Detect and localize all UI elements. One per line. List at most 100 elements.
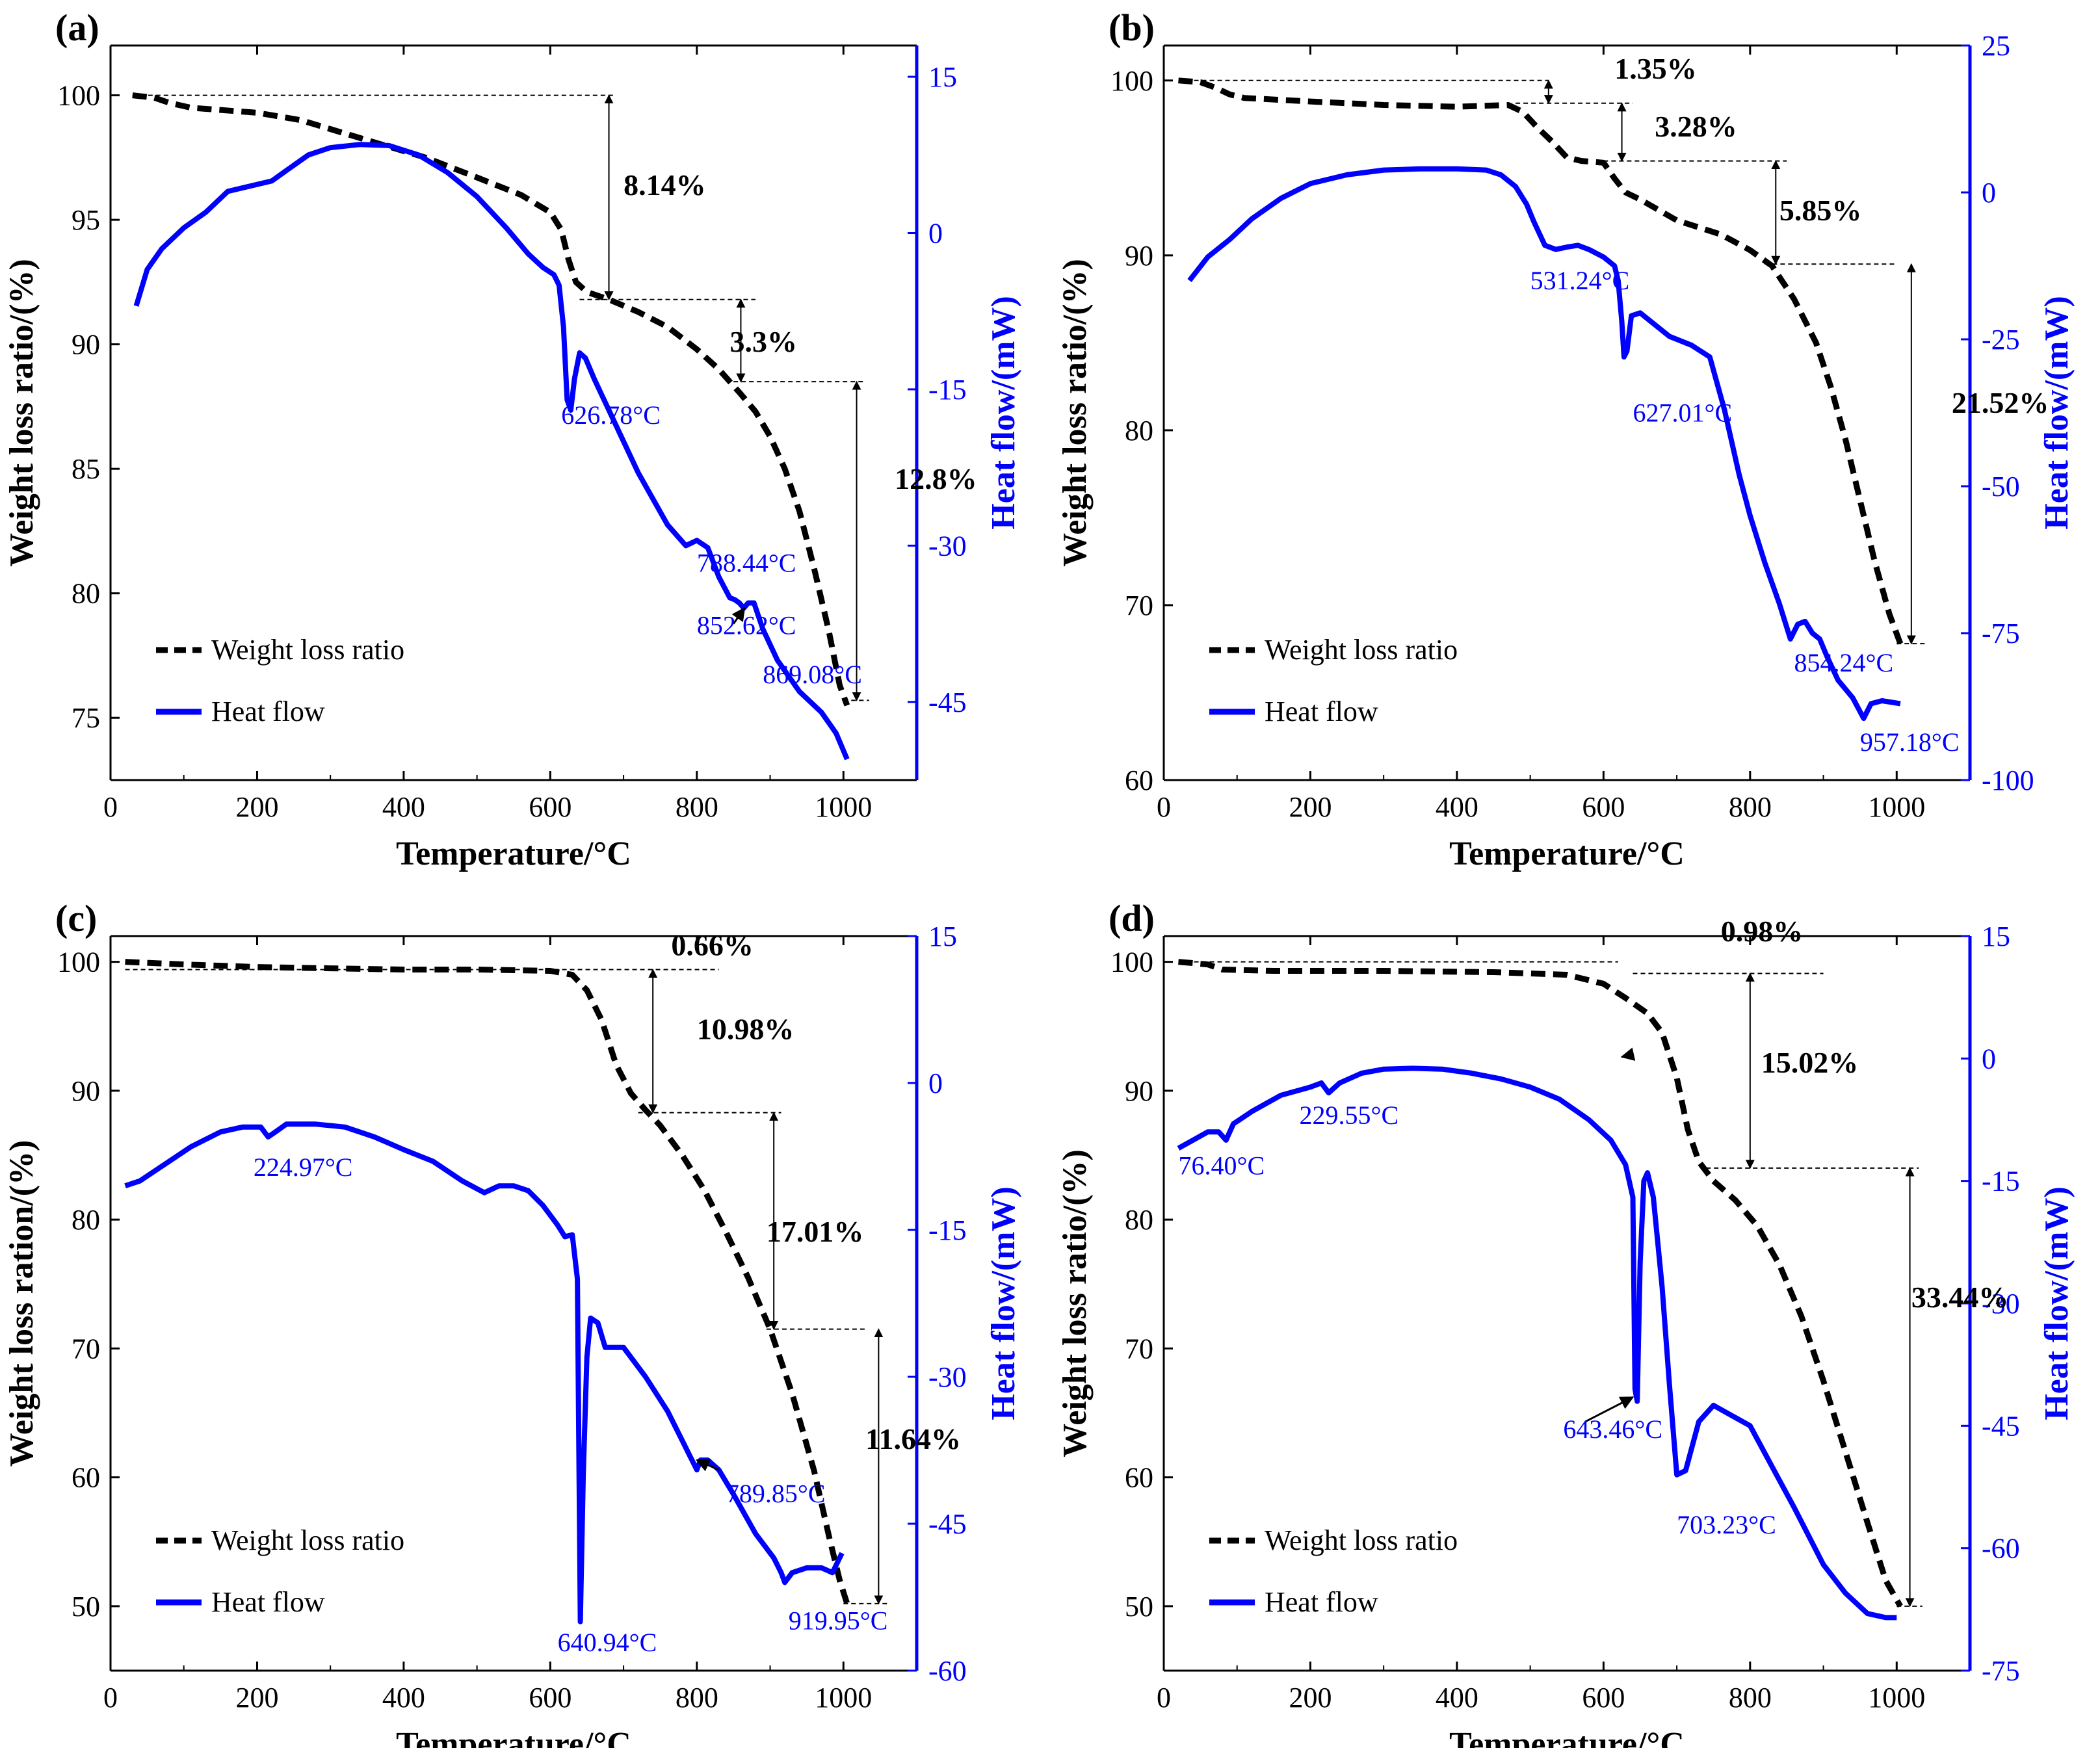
y-right-tick-label: 0 (928, 218, 943, 250)
panel-label: (d) (1109, 897, 1155, 939)
y-right-axis-title: Heat flow/(mW) (2038, 296, 2075, 530)
weight-loss-line (1178, 77, 1904, 645)
x-tick-label: 0 (1157, 791, 1171, 823)
percentage-annotation: 0.98% (1721, 915, 1804, 948)
peak-temperature-label: 919.95°C (789, 1606, 888, 1636)
x-tick-label: 1000 (815, 1682, 872, 1714)
pointer-arrow (1620, 1047, 1636, 1061)
x-axis-title: Temperature/°C (1449, 1726, 1685, 1748)
x-tick-label: 800 (1729, 791, 1772, 823)
chart-panel-d: 0 200 400 600 800 1000 50 60 70 80 90 100 -75 -60 -45 -… (1057, 897, 2075, 1748)
peak-temperature-label: 531.24°C (1530, 266, 1630, 295)
panel-label: (a) (55, 7, 99, 49)
x-tick-label: 400 (382, 1682, 425, 1714)
x-tick-label: 200 (235, 791, 278, 823)
y-right-tick-label: 15 (1982, 920, 2010, 952)
y-left-tick-label: 90 (1125, 1075, 1153, 1107)
y-left-tick-label: 60 (1125, 764, 1153, 796)
legend-label-heat-flow: Heat flow (1265, 696, 1378, 727)
percentage-annotation: 3.3% (730, 325, 798, 358)
y-left-tick-label: 50 (72, 1591, 100, 1623)
y-left-tick-label: 80 (1125, 1204, 1153, 1236)
x-tick-label: 400 (1436, 791, 1478, 823)
y-left-tick-label: 70 (1125, 1333, 1153, 1364)
y-right-tick-label: -75 (1982, 1655, 2020, 1687)
x-tick-label: 200 (235, 1682, 278, 1714)
y-right-axis-title: Heat flow/(mW) (2038, 1186, 2075, 1420)
percentage-annotation: 1.35% (1614, 52, 1697, 85)
x-tick-label: 1000 (1868, 791, 1925, 823)
y-left-axis-title: Weight loss ratio/(%) (3, 259, 40, 567)
panel-label: (b) (1109, 7, 1155, 49)
x-tick-label: 800 (676, 791, 718, 823)
pointer-arrow (731, 607, 746, 625)
x-tick-label: 1000 (1868, 1682, 1925, 1714)
heat-flow-line (1187, 166, 1901, 722)
y-right-tick-label: 15 (928, 61, 957, 93)
peak-temperature-label: 869.08°C (763, 660, 862, 689)
peak-temperature-label: 224.97°C (254, 1153, 353, 1182)
y-left-tick-label: 80 (72, 1204, 100, 1236)
peak-temperature-label: 788.44°C (697, 548, 796, 577)
y-right-tick-label: -15 (1982, 1166, 2020, 1197)
x-tick-label: 0 (103, 791, 118, 823)
chart-panel-c: 0 200 400 600 800 1000 50 60 70 80 90 100 -60 -45 -30 -… (3, 897, 1022, 1748)
y-left-tick-label: 100 (1110, 946, 1153, 978)
percentage-annotation: 8.14% (623, 168, 705, 202)
y-left-tick-label: 95 (72, 204, 100, 236)
percentage-annotation: 11.64% (865, 1422, 961, 1455)
weight-loss-line (1178, 959, 1903, 1608)
y-right-tick-label: -30 (928, 1361, 967, 1393)
x-axis-title: Temperature/°C (396, 1726, 631, 1748)
y-left-tick-label: 90 (72, 329, 100, 361)
peak-temperature-label: 626.78°C (561, 400, 661, 430)
y-right-tick-label: -60 (1982, 1533, 2020, 1565)
peak-temperature-label: 957.18°C (1860, 727, 1960, 757)
peak-temperature-label: 229.55°C (1300, 1101, 1399, 1130)
y-left-tick-label: 100 (57, 80, 100, 112)
y-left-tick-label: 60 (1125, 1462, 1153, 1494)
y-left-axis-title: Weight loss ration/(%) (3, 1140, 40, 1467)
y-left-tick-label: 50 (1125, 1591, 1153, 1623)
y-left-tick-label: 100 (1110, 65, 1153, 97)
y-right-tick-label: -45 (928, 1508, 967, 1540)
x-tick-label: 1000 (815, 791, 872, 823)
weight-loss-line (132, 92, 850, 707)
y-left-tick-label: 60 (72, 1462, 100, 1494)
legend-label-weight-loss: Weight loss ratio (211, 634, 404, 666)
y-right-tick-label: -100 (1982, 764, 2034, 796)
y-left-tick-label: 80 (1125, 415, 1153, 447)
y-left-tick-label: 85 (72, 453, 100, 485)
peak-temperature-label: 789.85°C (726, 1479, 826, 1508)
pointer-arrow (695, 1459, 720, 1472)
y-left-axis-title: Weight loss ratio/(%) (1057, 259, 1094, 567)
y-right-tick-label: -25 (1982, 324, 2020, 356)
x-tick-label: 200 (1289, 791, 1332, 823)
pointer-arrow (1584, 1396, 1634, 1423)
x-tick-label: 400 (382, 791, 425, 823)
panel-label: (c) (55, 897, 97, 939)
chart-panel-a: 0 200 400 600 800 1000 75 80 85 90 95 100 -45 -30 -15 0… (3, 7, 1022, 872)
weight-loss-line (125, 959, 850, 1605)
y-right-tick-label: 15 (928, 920, 957, 952)
x-tick-label: 400 (1436, 1682, 1478, 1714)
x-tick-label: 600 (1582, 1682, 1625, 1714)
x-tick-label: 800 (676, 1682, 718, 1714)
legend-label-weight-loss: Weight loss ratio (1265, 634, 1458, 666)
y-left-tick-label: 70 (1125, 590, 1153, 621)
x-axis-title: Temperature/°C (1449, 835, 1685, 872)
y-right-tick-label: -30 (1982, 1288, 2020, 1320)
y-right-tick-label: 25 (1982, 30, 2010, 62)
y-right-axis-title: Heat flow/(mW) (985, 1186, 1022, 1420)
percentage-annotation: 5.85% (1779, 194, 1862, 227)
x-tick-label: 600 (1582, 791, 1625, 823)
y-right-tick-label: -15 (928, 374, 967, 406)
legend-label-weight-loss: Weight loss ratio (211, 1524, 404, 1556)
x-tick-label: 800 (1729, 1682, 1772, 1714)
y-right-tick-label: 0 (1982, 177, 1996, 209)
y-right-tick-label: -45 (928, 686, 967, 718)
y-left-tick-label: 100 (57, 946, 100, 978)
heat-flow-line (133, 142, 850, 761)
y-right-tick-label: -60 (928, 1655, 967, 1687)
